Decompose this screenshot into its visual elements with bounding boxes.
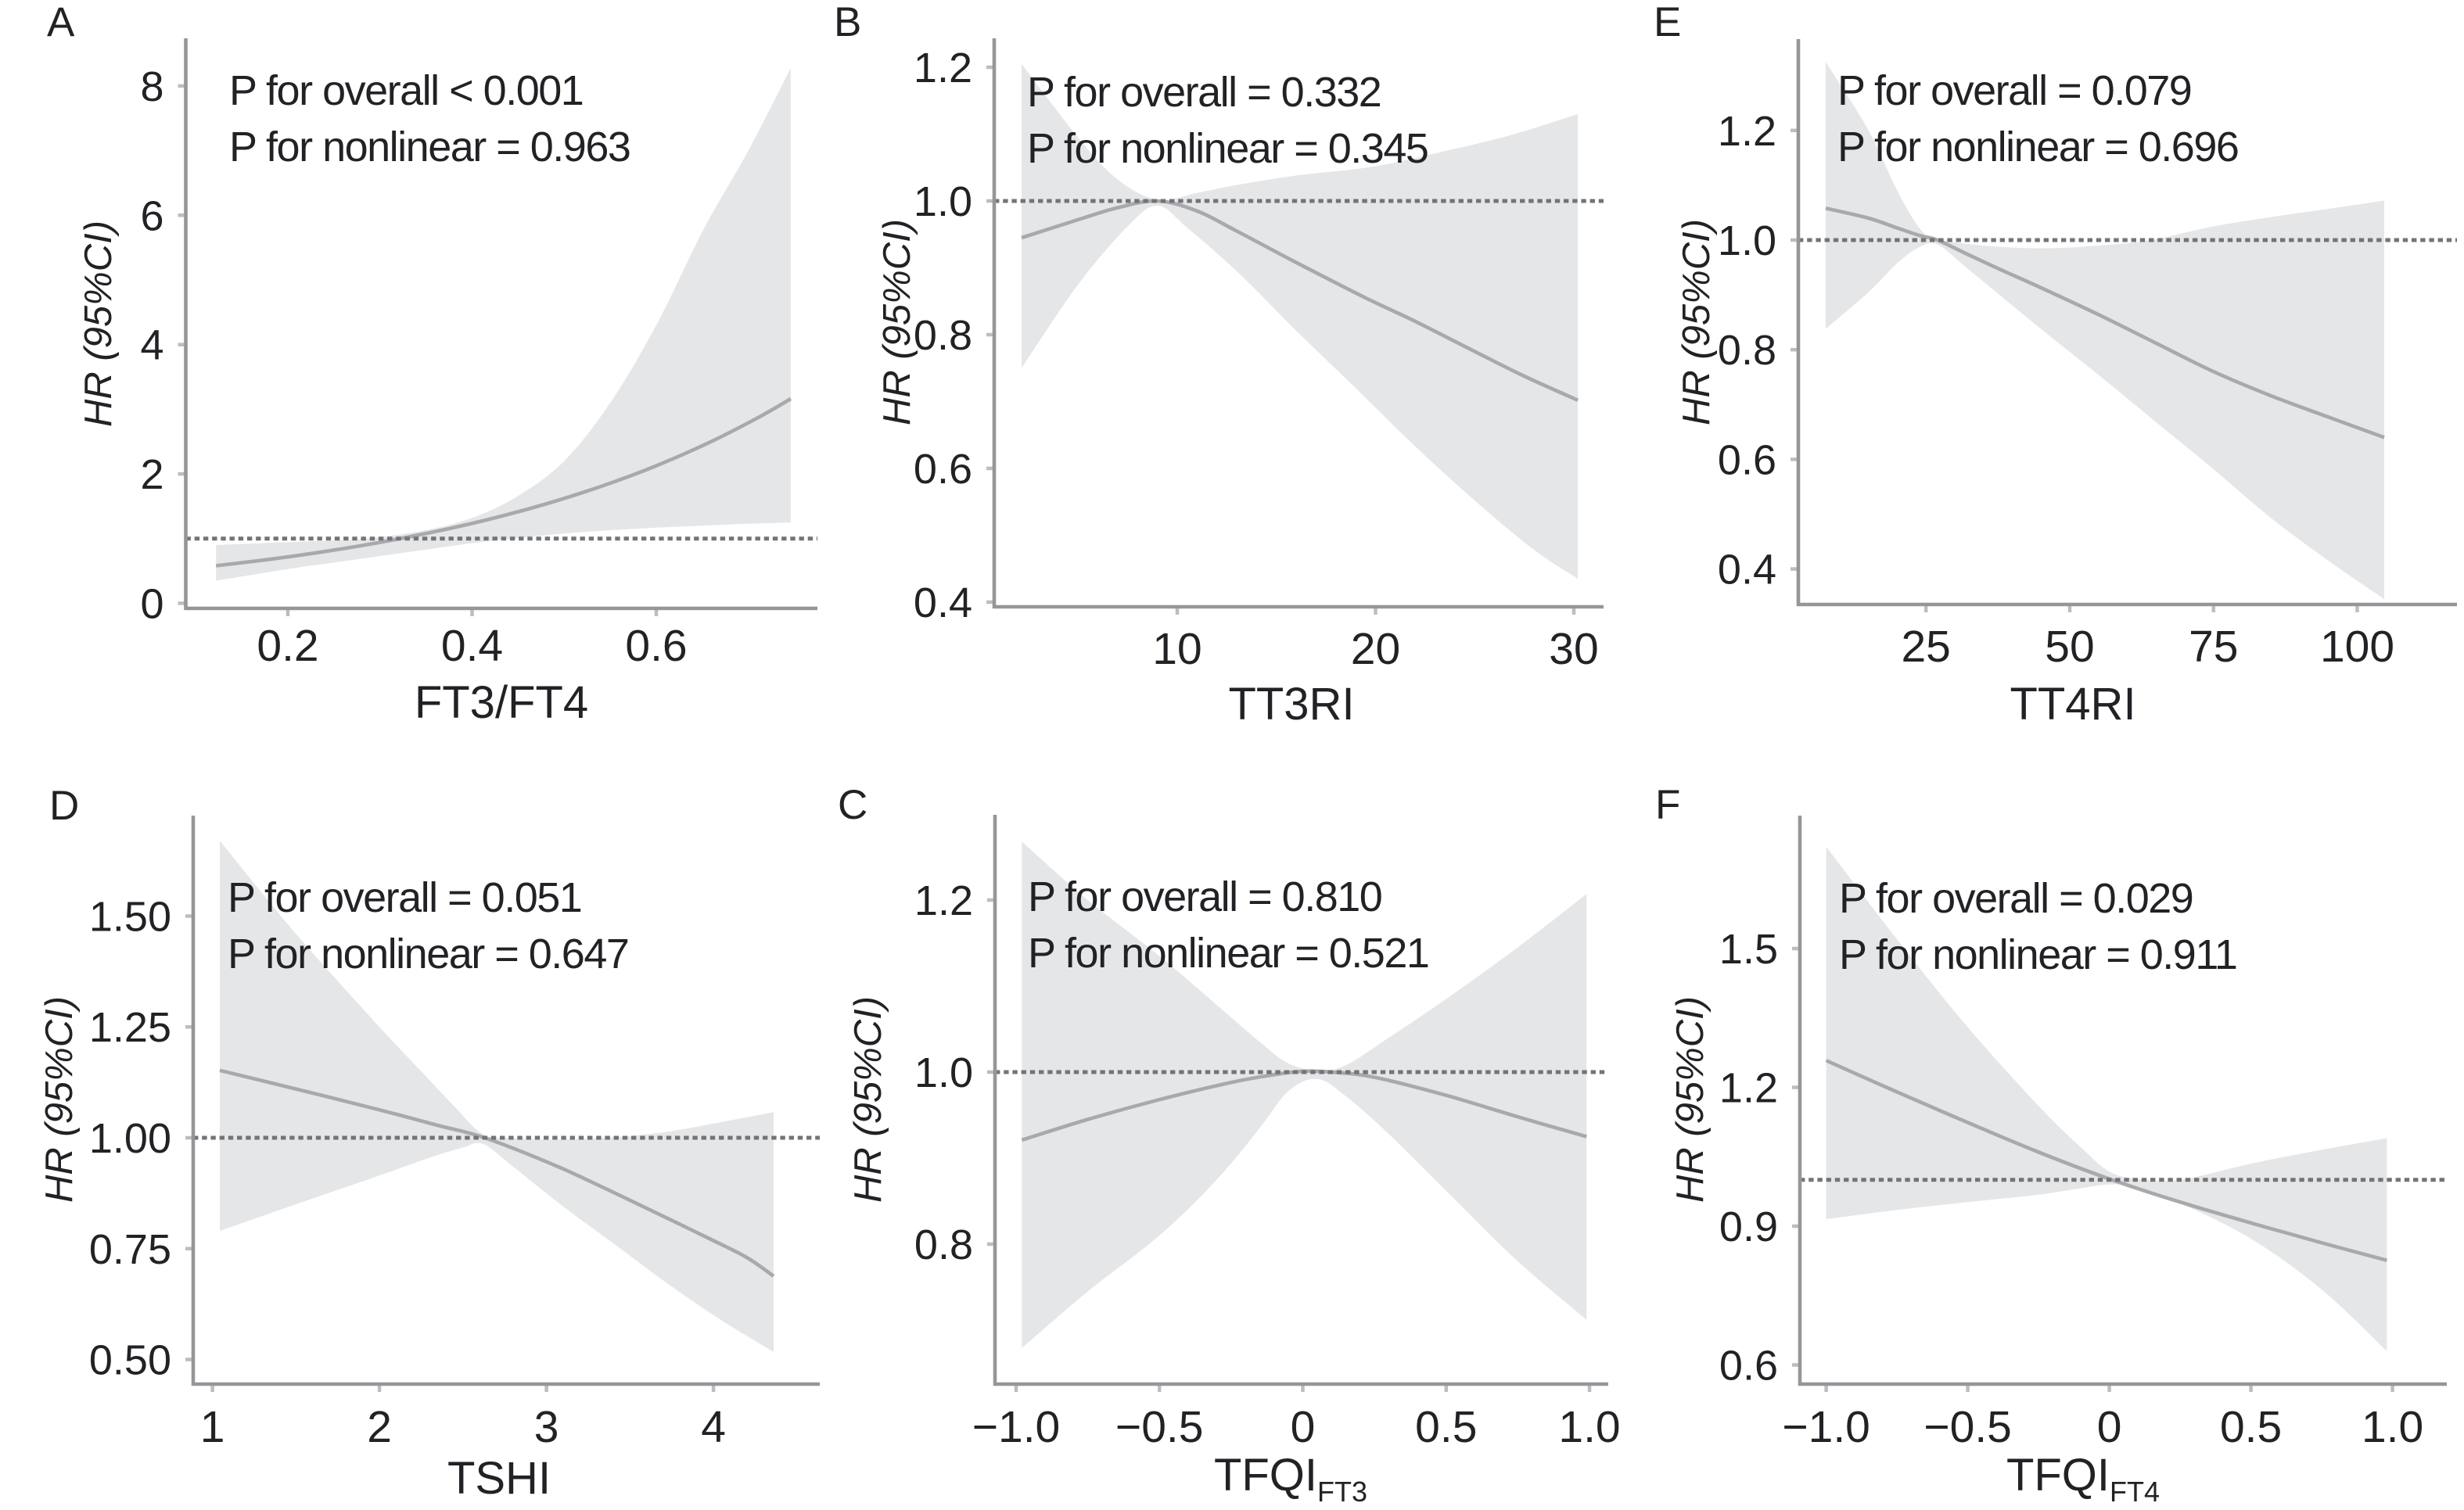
svg-text:0.5: 0.5 bbox=[2220, 1402, 2282, 1452]
svg-text:2: 2 bbox=[367, 1402, 392, 1452]
svg-text:P for nonlinear = 0.911: P for nonlinear = 0.911 bbox=[1839, 931, 2236, 978]
svg-text:0: 0 bbox=[1291, 1402, 1316, 1452]
svg-text:0.8: 0.8 bbox=[914, 312, 972, 359]
svg-text:1.0: 1.0 bbox=[1558, 1402, 1620, 1452]
svg-text:P for overall = 0.051: P for overall = 0.051 bbox=[228, 874, 581, 921]
svg-text:0.2: 0.2 bbox=[257, 621, 318, 671]
svg-text:1.2: 1.2 bbox=[1719, 1065, 1778, 1112]
svg-text:P for overall = 0.332: P for overall = 0.332 bbox=[1027, 69, 1381, 116]
svg-text:P for overall = 0.029: P for overall = 0.029 bbox=[1839, 875, 2193, 922]
svg-text:0.6: 0.6 bbox=[1719, 1343, 1778, 1390]
svg-text:0.75: 0.75 bbox=[89, 1226, 171, 1273]
svg-text:TSHI: TSHI bbox=[447, 1453, 551, 1504]
svg-text:4: 4 bbox=[140, 322, 163, 369]
svg-text:8: 8 bbox=[140, 63, 163, 110]
svg-text:P for nonlinear = 0.521: P for nonlinear = 0.521 bbox=[1028, 930, 1428, 977]
svg-text:100: 100 bbox=[2320, 622, 2394, 672]
svg-text:1: 1 bbox=[200, 1402, 225, 1452]
svg-text:0.50: 0.50 bbox=[89, 1337, 171, 1384]
svg-text:A: A bbox=[47, 0, 75, 45]
svg-text:−0.5: −0.5 bbox=[1923, 1402, 2012, 1452]
svg-text:0.9: 0.9 bbox=[1719, 1203, 1778, 1250]
svg-text:4: 4 bbox=[701, 1402, 726, 1452]
svg-text:−0.5: −0.5 bbox=[1115, 1402, 1204, 1452]
svg-text:P for nonlinear = 0.696: P for nonlinear = 0.696 bbox=[1837, 124, 2238, 170]
svg-text:50: 50 bbox=[2045, 622, 2094, 672]
svg-text:D: D bbox=[49, 783, 79, 829]
svg-text:B: B bbox=[834, 0, 861, 45]
svg-text:P for nonlinear = 0.963: P for nonlinear = 0.963 bbox=[229, 124, 630, 170]
svg-text:10: 10 bbox=[1152, 624, 1201, 674]
svg-text:E: E bbox=[1654, 0, 1681, 45]
svg-text:0.4: 0.4 bbox=[441, 621, 503, 671]
svg-text:0.5: 0.5 bbox=[1415, 1402, 1477, 1452]
svg-text:HR (95%CI): HR (95%CI) bbox=[847, 996, 889, 1203]
svg-text:1.2: 1.2 bbox=[1718, 108, 1776, 155]
svg-text:0.4: 0.4 bbox=[1718, 547, 1776, 594]
svg-text:1.25: 1.25 bbox=[89, 1004, 171, 1051]
svg-text:P for nonlinear = 0.647: P for nonlinear = 0.647 bbox=[228, 931, 628, 977]
svg-text:75: 75 bbox=[2189, 622, 2238, 672]
svg-text:0.6: 0.6 bbox=[1718, 436, 1776, 483]
svg-text:0.6: 0.6 bbox=[914, 446, 972, 493]
svg-text:TT3RI: TT3RI bbox=[1228, 679, 1354, 730]
svg-text:1.5: 1.5 bbox=[1719, 926, 1778, 973]
svg-text:30: 30 bbox=[1549, 624, 1598, 674]
svg-text:0.4: 0.4 bbox=[914, 579, 972, 626]
svg-text:0.8: 0.8 bbox=[1718, 327, 1776, 374]
svg-text:F: F bbox=[1655, 782, 1680, 828]
svg-text:1.2: 1.2 bbox=[914, 877, 973, 924]
svg-text:TT4RI: TT4RI bbox=[2010, 679, 2135, 730]
svg-text:1.00: 1.00 bbox=[89, 1115, 171, 1162]
svg-text:HR (95%CI): HR (95%CI) bbox=[876, 219, 918, 425]
svg-text:0: 0 bbox=[2097, 1402, 2122, 1452]
svg-text:25: 25 bbox=[1901, 622, 1950, 672]
svg-text:6: 6 bbox=[140, 192, 163, 239]
svg-text:3: 3 bbox=[534, 1402, 559, 1452]
svg-text:1.0: 1.0 bbox=[914, 178, 972, 225]
svg-text:1.50: 1.50 bbox=[89, 894, 171, 941]
svg-text:0.8: 0.8 bbox=[914, 1221, 973, 1268]
svg-text:1.2: 1.2 bbox=[914, 45, 972, 91]
svg-text:1.0: 1.0 bbox=[1718, 217, 1776, 264]
svg-text:−1.0: −1.0 bbox=[972, 1402, 1061, 1452]
svg-text:P for nonlinear = 0.345: P for nonlinear = 0.345 bbox=[1027, 125, 1428, 172]
svg-text:HR (95%CI): HR (95%CI) bbox=[38, 996, 81, 1203]
svg-text:C: C bbox=[838, 782, 867, 828]
svg-text:20: 20 bbox=[1351, 624, 1400, 674]
svg-text:P for overall < 0.001: P for overall < 0.001 bbox=[229, 67, 583, 114]
svg-text:HR (95%CI): HR (95%CI) bbox=[1676, 219, 1718, 425]
svg-text:P for overall = 0.079: P for overall = 0.079 bbox=[1837, 67, 2191, 114]
svg-text:FT3/FT4: FT3/FT4 bbox=[415, 677, 588, 728]
svg-text:1.0: 1.0 bbox=[914, 1049, 973, 1096]
svg-text:0.6: 0.6 bbox=[625, 621, 687, 671]
svg-text:P for overall = 0.810: P for overall = 0.810 bbox=[1028, 873, 1381, 920]
svg-text:1.0: 1.0 bbox=[2362, 1402, 2423, 1452]
svg-text:0: 0 bbox=[140, 581, 163, 628]
svg-text:HR (95%CI): HR (95%CI) bbox=[1669, 996, 1712, 1203]
svg-text:2: 2 bbox=[140, 451, 163, 498]
svg-text:−1.0: −1.0 bbox=[1782, 1402, 1870, 1452]
svg-text:HR (95%CI): HR (95%CI) bbox=[77, 221, 120, 427]
